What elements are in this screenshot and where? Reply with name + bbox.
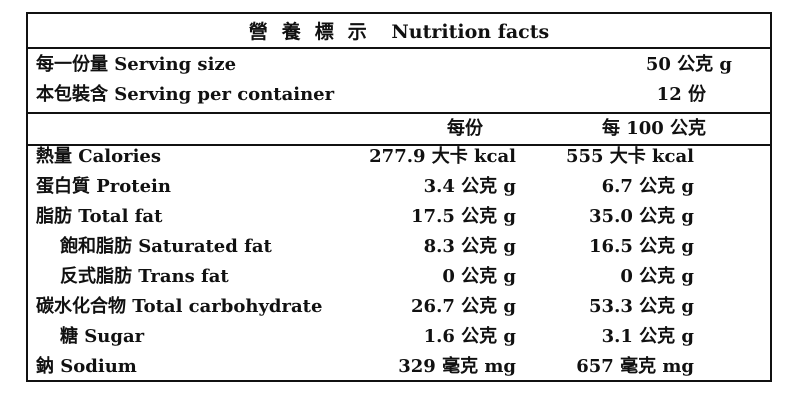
serving-size-label: 每一份量 Serving size [36, 54, 237, 75]
nutrient-name: 糖 Sugar [60, 326, 145, 347]
column-header-per-100g: 每 100 公克 [601, 118, 707, 139]
nutrient-per-100g: 35.0 公克 g [589, 206, 694, 227]
nutrient-per-100g: 555 大卡 kcal [565, 146, 694, 167]
divider-title [28, 47, 770, 49]
nutrient-per-serving: 329 毫克 mg [398, 356, 516, 377]
nutrient-per-serving: 3.4 公克 g [423, 176, 516, 197]
nutrient-per-100g: 6.7 公克 g [601, 176, 694, 197]
serving-size-value: 50 公克 g [645, 54, 732, 75]
nutrient-name: 脂肪 Total fat [36, 206, 163, 227]
nutrition-facts-label: 營養標示 Nutrition facts 每一份量 Serving size 5… [26, 12, 772, 382]
title-english: Nutrition facts [391, 21, 550, 43]
nutrient-name: 鈉 Sodium [36, 356, 137, 377]
label-title: 營養標示 Nutrition facts [28, 23, 770, 42]
column-header-per-serving: 每份 [447, 118, 483, 139]
nutrient-name: 碳水化合物 Total carbohydrate [36, 296, 323, 317]
nutrient-name: 飽和脂肪 Saturated fat [60, 236, 272, 257]
servings-per-container-value: 12 份 [656, 84, 706, 105]
nutrient-per-100g: 657 毫克 mg [576, 356, 694, 377]
nutrient-per-serving: 1.6 公克 g [423, 326, 516, 347]
nutrient-per-100g: 16.5 公克 g [589, 236, 694, 257]
nutrient-per-100g: 53.3 公克 g [589, 296, 694, 317]
nutrient-per-serving: 0 公克 g [442, 266, 516, 287]
servings-per-container-label: 本包裝含 Serving per container [36, 84, 335, 105]
nutrient-name: 蛋白質 Protein [36, 176, 171, 197]
title-chinese: 營養標示 [248, 21, 381, 43]
nutrient-name: 熱量 Calories [36, 146, 162, 167]
nutrient-name: 反式脂肪 Trans fat [60, 266, 229, 287]
nutrient-per-serving: 17.5 公克 g [411, 206, 516, 227]
nutrient-per-serving: 277.9 大卡 kcal [369, 146, 516, 167]
divider-columns [28, 144, 770, 146]
nutrient-per-100g: 0 公克 g [620, 266, 694, 287]
nutrient-per-100g: 3.1 公克 g [601, 326, 694, 347]
nutrient-per-serving: 8.3 公克 g [423, 236, 516, 257]
nutrient-per-serving: 26.7 公克 g [411, 296, 516, 317]
divider-serving [28, 112, 770, 114]
